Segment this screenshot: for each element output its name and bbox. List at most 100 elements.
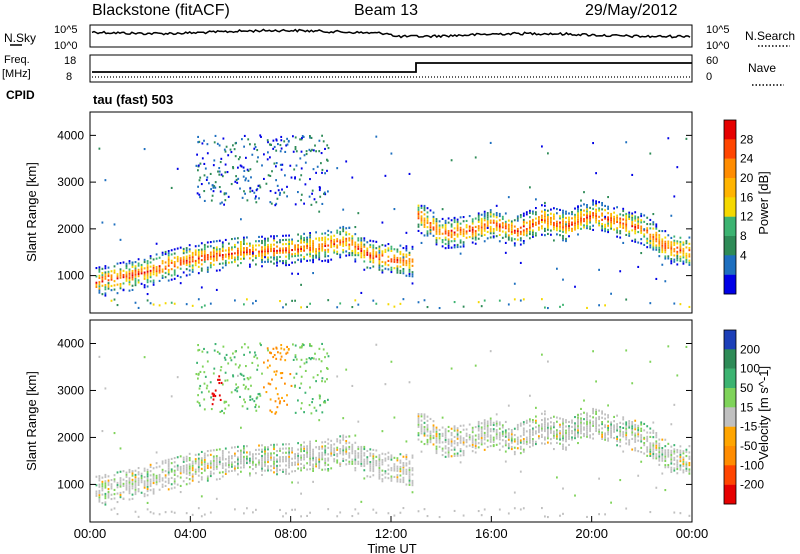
velocity-cell <box>441 447 444 450</box>
velocity-cell <box>185 470 188 473</box>
velocity-cell <box>432 443 435 446</box>
velocity-cell <box>294 384 296 387</box>
power-cell <box>507 303 510 306</box>
velocity-cell <box>98 500 101 503</box>
velocity-cell <box>209 464 212 467</box>
power-cell <box>489 225 492 228</box>
velocity-cell <box>592 407 594 410</box>
power-cell <box>312 261 314 264</box>
velocity-cell <box>519 447 522 450</box>
velocity-cell <box>679 453 682 456</box>
power-cell <box>595 208 597 211</box>
velocity-cell <box>155 451 158 454</box>
velocity-cell <box>423 508 426 511</box>
power-cell <box>562 216 564 219</box>
velocity-cell <box>240 460 242 463</box>
power-cell <box>276 258 278 261</box>
velocity-cell <box>215 459 218 462</box>
power-cell <box>209 241 212 244</box>
power-cell <box>462 232 465 235</box>
velocity-cell <box>562 418 564 421</box>
power-cell <box>128 260 131 263</box>
power-cell <box>204 167 207 170</box>
power-cell <box>405 264 408 267</box>
power-cell <box>423 213 426 216</box>
velocity-cell <box>291 470 293 473</box>
power-cell <box>243 190 245 193</box>
velocity-cell <box>274 400 277 403</box>
velocity-cell <box>261 461 263 464</box>
velocity-cell <box>486 445 489 448</box>
velocity-cell <box>173 478 176 481</box>
power-cell <box>519 239 522 242</box>
power-cell <box>294 177 296 180</box>
cpid-value: tau (fast) 503 <box>93 92 173 107</box>
power-cell <box>122 269 125 272</box>
power-cell <box>309 178 311 181</box>
power-cell <box>420 204 423 207</box>
power-cell <box>679 251 682 254</box>
velocity-cell <box>507 438 510 441</box>
power-cell <box>152 268 155 271</box>
velocity-cell <box>562 443 564 446</box>
velocity-cell <box>477 510 480 513</box>
power-cell <box>351 249 354 252</box>
power-cell <box>504 225 507 228</box>
power-cell <box>218 144 221 147</box>
velocity-cell <box>631 427 634 430</box>
power-cell <box>640 215 643 218</box>
power-cell <box>351 176 354 179</box>
velocity-cell <box>125 488 128 491</box>
power-cell <box>592 224 594 227</box>
power-cell <box>261 265 263 268</box>
power-cell <box>387 247 390 250</box>
power-cell <box>571 211 573 214</box>
colorbar-tick-label: 50 <box>740 381 754 395</box>
power-cell <box>258 244 260 247</box>
velocity-cell <box>239 364 241 367</box>
velocity-cell <box>562 433 564 436</box>
power-cell <box>309 135 311 138</box>
velocity-cell <box>450 438 453 441</box>
power-cell <box>224 255 227 258</box>
power-cell <box>447 238 450 241</box>
velocity-cell <box>504 442 507 445</box>
velocity-cell <box>529 431 531 434</box>
power-cell <box>571 213 573 216</box>
power-cell <box>300 167 303 170</box>
velocity-cell <box>107 475 110 478</box>
velocity-cell <box>465 439 468 442</box>
power-cell <box>622 207 625 210</box>
power-cell <box>559 305 561 308</box>
power-cell <box>140 263 143 266</box>
velocity-cell <box>303 454 305 457</box>
velocity-cell <box>110 487 113 490</box>
power-cell <box>670 243 673 246</box>
velocity-cell <box>580 436 582 439</box>
power-cell <box>477 225 480 228</box>
power-cell <box>155 272 158 275</box>
velocity-cell <box>405 483 408 486</box>
velocity-cell <box>658 449 661 452</box>
velocity-cell <box>300 492 302 495</box>
velocity-cell <box>525 421 528 424</box>
velocity-cell <box>131 483 134 486</box>
velocity-cell <box>264 446 266 449</box>
power-cell <box>471 222 474 225</box>
velocity-cell <box>556 441 558 444</box>
velocity-cell <box>203 382 206 385</box>
power-cell <box>254 197 257 200</box>
power-cell <box>260 135 262 138</box>
velocity-cell <box>309 449 311 452</box>
power-cell <box>492 215 495 218</box>
power-cell <box>288 240 290 243</box>
velocity-cell <box>634 436 637 439</box>
velocity-cell <box>249 466 251 469</box>
velocity-cell <box>538 435 540 438</box>
power-cell <box>197 249 200 252</box>
velocity-cell <box>297 467 299 470</box>
power-cell <box>164 265 167 268</box>
velocity-cell <box>507 428 510 431</box>
velocity-cell <box>275 373 277 376</box>
